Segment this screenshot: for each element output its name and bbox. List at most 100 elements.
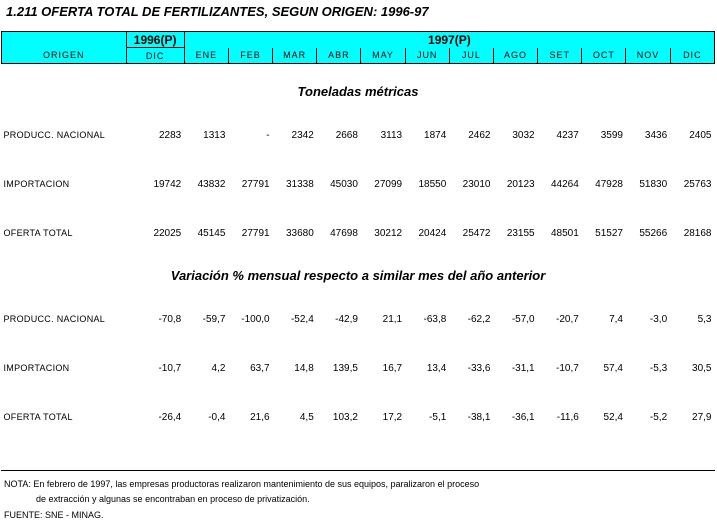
table-cell: 4237	[556, 129, 579, 141]
table-cell: -36,1	[511, 411, 535, 423]
table-cell: -0,4	[208, 411, 226, 423]
header-month-1997-feb: FEB	[227, 47, 274, 64]
table-cell: 28168	[683, 227, 712, 239]
table-cell: 23155	[506, 227, 535, 239]
table-row: PRODUCC. NACIONAL 2283 1313 - 2342 2668 3113 18…	[2, 126, 715, 144]
table-cell: 47698	[330, 227, 358, 239]
header-month-1997-ago: AGO	[492, 47, 539, 64]
header-month-1997-jul: JUL	[448, 47, 494, 64]
table-cell: 139,5	[332, 362, 358, 374]
section-title: Toneladas métricas	[297, 83, 419, 99]
table-cell: 13,4	[426, 362, 447, 374]
table-cell: 7,4	[609, 313, 623, 325]
table-cell: 21,1	[382, 313, 403, 325]
table-cell: 1313	[203, 129, 226, 141]
row-label: IMPORTACION	[3, 363, 70, 373]
row-label: PRODUCC. NACIONAL	[3, 130, 106, 140]
header-month-1997-ene: ENE	[184, 47, 229, 64]
row-label: OFERTA TOTAL	[3, 412, 73, 422]
table-cell: 27099	[374, 178, 403, 190]
table-row: IMPORTACION 19742 43832 27791 31338 45030 2709…	[2, 175, 715, 193]
table-cell: 14,8	[294, 362, 314, 374]
footer-divider	[1, 470, 715, 471]
table-cell: 31338	[285, 178, 314, 190]
section-title: Variación % mensual respecto a similar m…	[170, 267, 546, 283]
table-cell: -3,0	[649, 313, 668, 325]
table-cell: -42,9	[335, 313, 358, 325]
table-cell: -57,0	[511, 313, 535, 325]
page-title: 1.211 OFERTA TOTAL DE FERTILIZANTES, SEG…	[6, 4, 429, 19]
table-cell: 52,4	[603, 411, 623, 423]
header-origin: ORIGEN	[1, 47, 127, 64]
table-row: PRODUCC. NACIONAL -70,8 -59,7 -100,0 -52,4 -4…	[2, 310, 715, 328]
table-cell: 43832	[197, 178, 226, 190]
table-cell: 25763	[683, 178, 712, 190]
table-cell: -10,7	[158, 362, 182, 374]
table-cell: 18550	[418, 178, 447, 190]
table-cell: -20,7	[556, 313, 579, 325]
header-month-1997-set: SET	[537, 47, 583, 64]
header-month-1997-may: MAY	[360, 47, 406, 64]
table-cell: 27791	[241, 227, 270, 239]
table-cell: -5,1	[429, 411, 447, 423]
table-cell: 25472	[462, 227, 491, 239]
table-cell: 63,7	[250, 362, 270, 374]
table-cell: 3599	[600, 129, 623, 141]
header-month-1997-nov: NOV	[625, 47, 671, 64]
table-cell: 16,7	[382, 362, 403, 374]
table-cell: 19742	[153, 178, 182, 190]
header-year-1996: 1996(P)	[125, 31, 185, 48]
table-row: IMPORTACION -10,7 4,2 63,7 14,8 139,5 16,7 13,4…	[2, 359, 715, 377]
header-month-1997-oct: OCT	[581, 47, 627, 64]
header-month-1997-mar: MAR	[272, 47, 318, 64]
table-cell: 27791	[241, 178, 270, 190]
table-cell: -52,4	[290, 313, 314, 325]
table-cell: 30212	[374, 227, 403, 239]
table-cell: 17,2	[382, 411, 403, 423]
fertilizer-table: 1996(P) 1997(P) ORIGEN DIC ENE FEB MAR ABR M…	[1, 31, 716, 438]
table-cell: 2342	[291, 129, 314, 141]
header-month-1997-dic: DIC	[669, 47, 716, 64]
table-cell: 47928	[595, 178, 623, 190]
table-cell: 3113	[380, 129, 403, 141]
table-cell: 27,9	[692, 411, 712, 423]
row-label: PRODUCC. NACIONAL	[3, 314, 106, 324]
table-cell: 55266	[639, 227, 668, 239]
table-cell: -33,6	[467, 362, 491, 374]
header-month-1997-jun: JUN	[404, 47, 450, 64]
table-cell: 2405	[689, 129, 712, 141]
table-cell: 33680	[285, 227, 314, 239]
table-cell: -62,2	[467, 313, 491, 325]
table-cell: -100,0	[241, 313, 270, 325]
table-cell: 22025	[153, 227, 182, 239]
table-cell: -10,7	[556, 362, 579, 374]
table-cell: -11,6	[556, 411, 579, 423]
table-cell: 23010	[462, 178, 491, 190]
table-cell: 1874	[424, 129, 447, 141]
table-cell: 48501	[550, 227, 579, 239]
table-cell: -5,2	[649, 411, 668, 423]
table-cell: 20424	[418, 227, 447, 239]
header-origin-spacer	[1, 31, 127, 48]
table-cell: 45030	[330, 178, 358, 190]
table-cell: -31,1	[511, 362, 535, 374]
table-cell: 2462	[468, 129, 491, 141]
table-cell: 21,6	[250, 411, 270, 423]
table-cell: -38,1	[467, 411, 491, 423]
table-cell: -70,8	[158, 313, 182, 325]
table-row: OFERTA TOTAL 22025 45145 27791 33680 47698 302…	[2, 224, 715, 242]
table-cell: 4,5	[299, 411, 314, 423]
table-cell: -5,3	[649, 362, 668, 374]
table-cell: 5,3	[697, 313, 712, 325]
table-cell: 2283	[159, 129, 182, 141]
table-cell: 45145	[197, 227, 226, 239]
table-cell: 3436	[644, 129, 668, 141]
row-label: IMPORTACION	[3, 179, 70, 189]
table-row: OFERTA TOTAL -26,4 -0,4 21,6 4,5 103,2 17,2 -5,…	[2, 408, 715, 426]
table-cell: 44264	[550, 178, 579, 190]
table-cell: 20123	[506, 178, 535, 190]
row-label: OFERTA TOTAL	[3, 228, 73, 238]
header-month-1997-abr: ABR	[316, 47, 362, 64]
note-line-2: de extracción y algunas se encontraban e…	[36, 494, 310, 504]
table-cell: 51830	[639, 178, 668, 190]
